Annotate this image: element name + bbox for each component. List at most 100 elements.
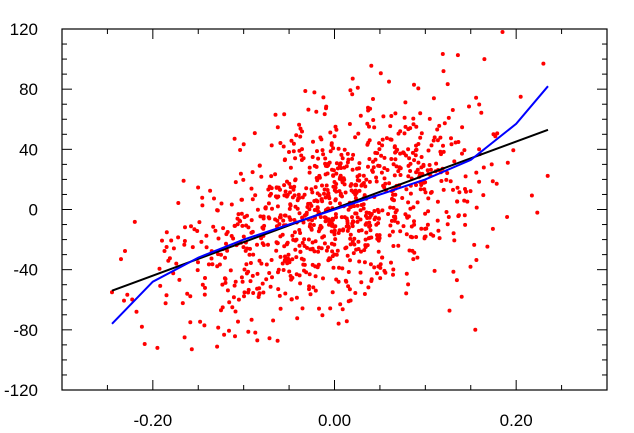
scatter-point xyxy=(413,153,418,158)
scatter-point xyxy=(449,136,453,141)
scatter-point xyxy=(431,138,436,143)
scatter-point xyxy=(361,181,366,185)
scatter-point xyxy=(388,137,393,142)
scatter-point xyxy=(182,239,187,243)
scatter-point xyxy=(293,247,298,252)
scatter-point xyxy=(290,233,295,238)
scatter-point xyxy=(298,231,303,235)
scatter-point xyxy=(472,242,477,247)
scatter-point xyxy=(518,94,523,99)
scatter-point xyxy=(301,257,306,262)
scatter-point xyxy=(329,143,334,147)
scatter-point xyxy=(296,192,301,197)
scatter-point xyxy=(211,224,216,229)
scatter-point xyxy=(239,275,244,280)
scatter-point xyxy=(139,324,144,329)
scatter-point xyxy=(372,265,377,270)
scatter-point xyxy=(255,242,259,247)
scatter-point xyxy=(157,266,162,271)
scatter-point xyxy=(406,127,411,132)
scatter-point xyxy=(401,224,406,229)
scatter-point xyxy=(322,234,326,239)
scatter-point xyxy=(326,217,331,222)
scatter-point xyxy=(348,236,353,241)
scatter-point xyxy=(380,137,385,142)
y-tick-label: 0 xyxy=(29,201,38,220)
scatter-point xyxy=(323,195,328,200)
scatter-point xyxy=(422,234,427,239)
scatter-point xyxy=(438,135,443,140)
scatter-point xyxy=(300,195,305,200)
scatter-point xyxy=(266,215,271,220)
scatter-point xyxy=(331,168,336,173)
scatter-point xyxy=(355,85,360,90)
scatter-point xyxy=(319,137,324,142)
scatter-point xyxy=(456,140,461,144)
scatter-point xyxy=(352,242,357,247)
scatter-point xyxy=(176,201,181,205)
scatter-point xyxy=(438,149,443,154)
fit-lines xyxy=(111,85,549,325)
scatter-point xyxy=(282,258,287,263)
scatter-point xyxy=(241,142,246,147)
scatter-point xyxy=(323,219,328,224)
scatter-point xyxy=(346,207,351,212)
scatter-point xyxy=(371,97,375,101)
scatter-point xyxy=(278,234,283,239)
scatter-point xyxy=(246,225,251,230)
scatter-point xyxy=(372,125,377,130)
scatter-point xyxy=(332,228,337,233)
scatter-point xyxy=(319,246,324,251)
scatter-point xyxy=(373,215,378,220)
scatter-point xyxy=(334,215,338,220)
scatter-point xyxy=(183,225,187,230)
scatter-point xyxy=(408,191,413,196)
scatter-point xyxy=(359,183,364,188)
scatter-point xyxy=(474,205,479,210)
scatter-point xyxy=(418,111,423,116)
scatter-point xyxy=(204,233,209,238)
scatter-point xyxy=(182,242,187,247)
scatter-point xyxy=(249,218,254,223)
scatter-point xyxy=(200,195,205,200)
scatter-point xyxy=(250,197,255,202)
scatter-point xyxy=(274,248,279,253)
scatter-point xyxy=(393,111,398,116)
scatter-point xyxy=(285,261,290,266)
scatter-point xyxy=(473,327,478,332)
scatter-point xyxy=(376,238,381,243)
scatter-point xyxy=(387,79,391,84)
scatter-point xyxy=(284,193,288,198)
scatter-point xyxy=(213,228,218,233)
scatter-point xyxy=(419,131,424,136)
scatter-point xyxy=(215,264,220,269)
scatter-point xyxy=(290,195,295,200)
scatter-point xyxy=(445,171,450,175)
scatter-point xyxy=(237,218,242,223)
scatter-point xyxy=(317,193,322,198)
scatter-point xyxy=(462,148,467,153)
scatter-point xyxy=(388,205,393,210)
scatter-point xyxy=(315,149,319,154)
scatter-point xyxy=(362,248,367,253)
scatter-point xyxy=(375,271,379,276)
scatter-point xyxy=(343,190,348,195)
scatter-point xyxy=(196,260,200,265)
scatter-point xyxy=(382,176,387,181)
scatter-point xyxy=(162,249,167,253)
scatter-point xyxy=(378,262,383,267)
scatter-point xyxy=(212,196,216,201)
scatter-point xyxy=(327,222,331,227)
scatter-point xyxy=(370,169,375,174)
scatter-point xyxy=(283,189,288,194)
scatter-point xyxy=(411,116,416,121)
scatter-point xyxy=(376,249,381,254)
scatter-point xyxy=(317,306,321,311)
scatter-point xyxy=(474,258,479,262)
scatter-point xyxy=(306,107,311,112)
scatter-point xyxy=(419,155,424,159)
scatter-point xyxy=(357,188,362,193)
scatter-point xyxy=(367,220,372,225)
scatter-point xyxy=(189,347,194,352)
scatter-point xyxy=(202,323,207,328)
